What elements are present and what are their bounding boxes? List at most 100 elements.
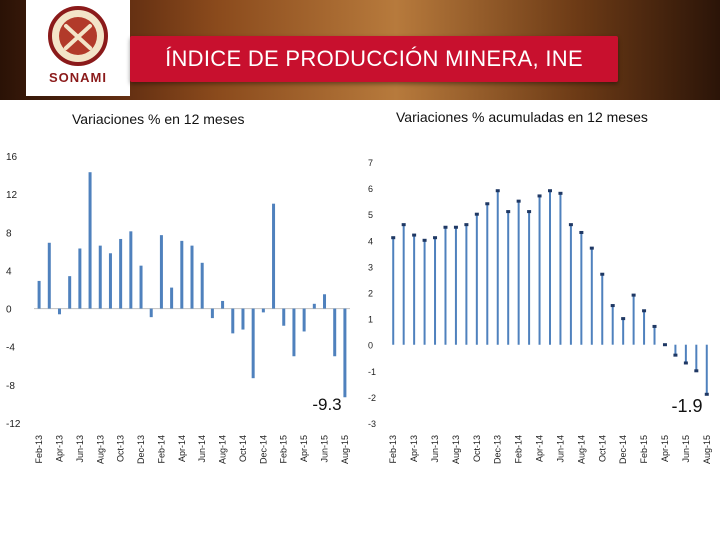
bar-Jun-15 xyxy=(323,294,327,309)
x-tick-label: Jun-13 xyxy=(430,435,440,463)
right-line-chart: 7 6 5 4 3 2 1 0 -1 -2 -3 Feb-13 Apr-13 Jun-13 Aug-13 Oc… xyxy=(368,158,712,464)
bar-Mar-14 xyxy=(170,287,174,309)
bar-Jun-13 xyxy=(78,248,82,309)
bar-Aug-14 xyxy=(221,300,225,309)
y-tick-label: 16 xyxy=(6,152,18,163)
page-title: ÍNDICE DE PRODUCCIÓN MINERA, INE xyxy=(165,46,583,71)
x-tick-label: Jun-15 xyxy=(320,435,330,463)
x-tick-label: Feb-14 xyxy=(514,435,524,464)
x-tick-label: Aug-14 xyxy=(576,435,586,464)
y-tick-label: -8 xyxy=(6,381,15,392)
point-Apr-14 xyxy=(537,194,542,198)
bar-Jul-15 xyxy=(333,308,337,357)
sonami-logo: SONAMI xyxy=(26,0,130,96)
y-tick-label: 0 xyxy=(368,341,373,351)
point-Nov-14 xyxy=(610,304,615,308)
bar-Sep-14 xyxy=(231,308,235,334)
bar-Apr-13 xyxy=(57,308,61,315)
title-banner: ÍNDICE DE PRODUCCIÓN MINERA, INE xyxy=(130,36,618,82)
x-tick-label: Dec-14 xyxy=(258,435,268,464)
right-chart-title: Variaciones % acumuladas en 12 meses xyxy=(396,109,648,125)
x-tick-label: Dec-13 xyxy=(493,435,503,464)
point-May-14 xyxy=(548,189,552,193)
bar-Apr-15 xyxy=(302,308,306,332)
point-Jun-14 xyxy=(558,191,563,195)
bar-Jan-14 xyxy=(149,308,153,318)
last-value-annotation: -1.9 xyxy=(671,396,702,416)
point-Jun-13 xyxy=(433,236,438,240)
point-Feb-13 xyxy=(391,236,396,240)
logo-emblem-icon xyxy=(48,6,108,66)
point-Dec-14 xyxy=(621,317,626,321)
x-tick-label: Apr-13 xyxy=(54,435,64,462)
x-tick-label: Apr-15 xyxy=(299,435,309,462)
bar-Sep-13 xyxy=(108,253,112,309)
x-tick-label: Feb-14 xyxy=(156,435,166,464)
left-chart-title: Variaciones % en 12 meses xyxy=(72,111,245,127)
bar-Mar-15 xyxy=(292,308,296,357)
x-tick-label: Feb-13 xyxy=(388,435,398,464)
point-May-15 xyxy=(673,353,678,357)
left-bar-chart: 16 12 8 4 0 -4 -8 -12 Feb-13 Apr-13 Jun-13 Aug-13 Oc… xyxy=(6,152,350,464)
point-Apr-13 xyxy=(412,233,417,237)
point-Oct-14 xyxy=(600,272,605,276)
bar-Feb-13 xyxy=(37,280,41,309)
point-Jan-14 xyxy=(506,210,511,214)
y-tick-label: 2 xyxy=(368,289,373,299)
point-Oct-13 xyxy=(474,212,479,216)
bar-Feb-15 xyxy=(282,308,286,326)
bar-Oct-14 xyxy=(241,308,245,330)
y-tick-label: 1 xyxy=(368,315,373,325)
bar-May-15 xyxy=(312,303,316,309)
bar-Aug-13 xyxy=(98,245,102,309)
x-tick-label: Aug-15 xyxy=(702,435,712,464)
point-Nov-13 xyxy=(485,202,490,206)
y-tick-label: 12 xyxy=(6,190,18,201)
y-tick-label: -1 xyxy=(368,367,376,377)
x-tick-label: Oct-14 xyxy=(238,435,248,462)
bar-May-14 xyxy=(190,245,194,309)
bar-Jul-14 xyxy=(210,308,214,319)
point-Jan-15 xyxy=(631,293,636,297)
y-tick-label: 8 xyxy=(6,228,12,239)
x-tick-label: Apr-14 xyxy=(535,435,545,462)
point-Jul-14 xyxy=(568,223,573,227)
bar-Jul-13 xyxy=(88,172,92,309)
y-tick-label: -12 xyxy=(6,419,21,430)
y-tick-label: 5 xyxy=(368,210,373,220)
bar-Dec-14 xyxy=(261,308,265,313)
point-Mar-14 xyxy=(527,210,532,214)
y-tick-label: -3 xyxy=(368,419,376,429)
x-tick-label: Aug-14 xyxy=(218,435,228,464)
x-tick-label: Feb-15 xyxy=(639,435,649,464)
x-tick-label: Apr-14 xyxy=(177,435,187,462)
bar-Nov-13 xyxy=(129,231,133,309)
x-tick-label: Apr-13 xyxy=(409,435,419,462)
x-tick-label: Oct-14 xyxy=(597,435,607,462)
bar-Oct-13 xyxy=(119,238,123,309)
point-Mar-15 xyxy=(652,324,657,328)
x-tick-label: Aug-15 xyxy=(340,435,350,464)
point-Apr-15 xyxy=(662,343,667,347)
bar-May-13 xyxy=(68,276,72,309)
x-tick-label: Jun-15 xyxy=(681,435,691,463)
point-Sep-14 xyxy=(589,246,594,250)
logo-text: SONAMI xyxy=(49,70,107,85)
point-May-13 xyxy=(422,238,427,242)
point-Aug-14 xyxy=(579,230,584,234)
point-Feb-15 xyxy=(642,309,647,313)
x-tick-label: Apr-15 xyxy=(660,435,670,462)
x-tick-label: Dec-13 xyxy=(136,435,146,464)
point-Jun-15 xyxy=(683,361,688,365)
y-tick-label: 7 xyxy=(368,158,373,168)
y-tick-label: 6 xyxy=(368,184,373,194)
bar-Dec-13 xyxy=(139,265,143,309)
point-Feb-14 xyxy=(516,199,521,203)
x-tick-label: Aug-13 xyxy=(95,435,105,464)
x-tick-label: Jun-13 xyxy=(75,435,85,463)
y-tick-label: -2 xyxy=(368,393,376,403)
bar-Aug-15 xyxy=(343,308,347,398)
last-value-annotation: -9.3 xyxy=(312,395,341,414)
x-tick-label: Jun-14 xyxy=(555,435,565,463)
y-tick-label: 3 xyxy=(368,262,373,272)
